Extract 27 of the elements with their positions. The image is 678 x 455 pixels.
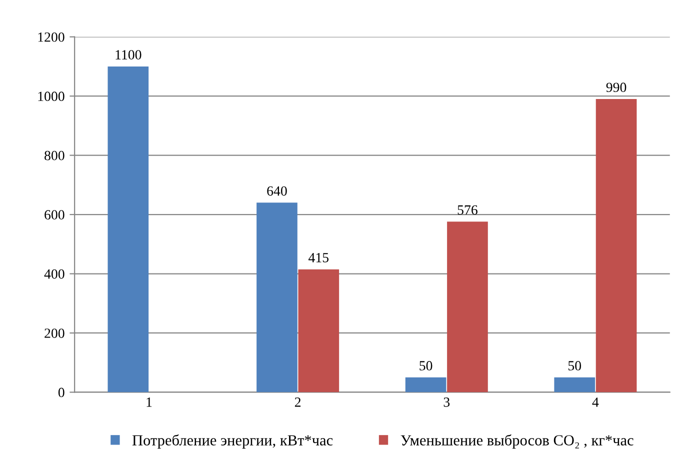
data-label: 576 (458, 205, 478, 215)
bar (447, 222, 488, 392)
legend-label: Уменьшение выбросов CO₂ , кг*час (400, 434, 634, 449)
data-label: 990 (606, 82, 626, 92)
bar (108, 66, 149, 392)
bar (596, 99, 637, 392)
bar (405, 377, 446, 392)
y-tick-label: 600 (44, 210, 64, 220)
data-label: 50 (568, 361, 582, 370)
x-tick-label: 4 (592, 398, 599, 407)
bar (554, 377, 596, 392)
data-label: 1100 (116, 50, 142, 60)
y-tick-label: 800 (44, 150, 64, 160)
bar (256, 202, 298, 392)
y-tick-label: 0 (58, 388, 64, 398)
data-label: 50 (420, 361, 432, 370)
y-tick-label: 200 (44, 328, 64, 338)
x-tick-label: 2 (294, 398, 301, 407)
y-tick-label: 400 (44, 269, 64, 279)
y-tick-label: 1200 (38, 32, 64, 42)
x-tick-label: 1 (146, 398, 152, 407)
data-label: 640 (267, 186, 287, 196)
bar (298, 269, 340, 392)
data-label: 415 (308, 253, 329, 262)
x-tick-label: 3 (444, 398, 450, 407)
y-tick-label: 1000 (38, 92, 64, 102)
legend-label: Потребление энергии, кВт*час (132, 434, 333, 449)
